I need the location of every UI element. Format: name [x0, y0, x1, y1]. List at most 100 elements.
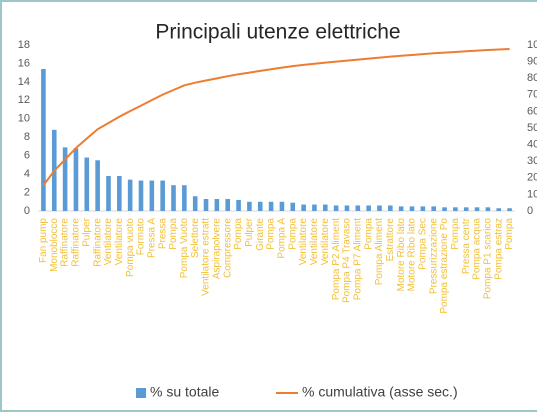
bar [398, 206, 404, 211]
bar [344, 205, 350, 211]
bar [485, 207, 491, 211]
x-tick-label: Pompa [287, 218, 298, 250]
bar [333, 205, 339, 211]
x-tick-label: Compressore [222, 218, 233, 278]
x-tick-label: Pompa P1 scarico [483, 218, 494, 300]
x-tick-label: Pompa [266, 218, 277, 250]
y2-tick-label: 60 [527, 105, 537, 117]
bar [388, 205, 393, 211]
bar [84, 157, 90, 211]
x-tick-label: Pompa Sec [417, 218, 428, 270]
y2-tick-label: 10 [527, 188, 537, 200]
y2-tick-label: 20 [527, 172, 537, 184]
x-tick-label: Motore Ribo lato [396, 218, 407, 292]
y-tick-label: 16 [18, 57, 30, 69]
y2-tick-label: 100 [527, 39, 537, 51]
x-tick-label: Estrattore [385, 218, 396, 262]
y-tick-label: 12 [18, 94, 30, 106]
x-tick-label: Pompa [363, 218, 374, 250]
bar [463, 207, 469, 211]
bar [312, 204, 317, 211]
bar [160, 180, 165, 211]
x-tick-label: Aspirapolvere [212, 218, 223, 280]
x-tick-label: Pressurizzazione [428, 218, 439, 295]
bar [192, 196, 198, 211]
bar [290, 202, 296, 211]
x-tick-label: Pompa [168, 218, 179, 250]
bar [182, 185, 187, 211]
x-tick-label: Pompa [504, 218, 515, 250]
bar [453, 207, 458, 211]
bar [41, 68, 46, 211]
bar [127, 179, 133, 211]
y-tick-label: 18 [18, 39, 30, 51]
x-tick-label: Pompa vuoto [125, 218, 136, 277]
bar [95, 160, 100, 211]
x-tick-label: Formato [136, 218, 147, 256]
bar [507, 208, 512, 211]
bar [138, 180, 144, 211]
y2-tick-label: 50 [527, 122, 537, 134]
bar [409, 206, 415, 211]
y2-tick-label: 30 [527, 155, 537, 167]
bar [355, 205, 361, 211]
x-tick-label: Pressa centr [461, 217, 472, 274]
x-tick-label: Fan pump [38, 218, 49, 263]
x-tick-label: Raffinatore [71, 218, 82, 267]
bar [279, 201, 285, 211]
x-tick-label: Pompa [450, 218, 461, 250]
bar [322, 204, 328, 211]
y2-tick-label: 90 [527, 56, 537, 68]
x-tick-label: Ventilatore [298, 218, 309, 266]
y-tick-label: 14 [18, 76, 30, 88]
bar [496, 208, 502, 211]
y-tick-label: 10 [18, 113, 30, 125]
y2-tick-label: 80 [527, 72, 537, 84]
x-tick-label: Pompa P2 Aliment [331, 218, 342, 300]
legend-swatch [136, 388, 146, 398]
x-tick-label: Pompa P7 Aliment [352, 218, 363, 300]
bar [247, 201, 252, 211]
x-tick-label: Ventilatore [309, 218, 320, 266]
bar [257, 201, 263, 211]
y-tick-label: 8 [24, 131, 30, 143]
x-tick-label: Girante [255, 218, 266, 251]
category-labels: Fan pump Monoblocco Raffinatore Raffinatore… [38, 217, 515, 313]
y2-tick-label: 0 [527, 205, 533, 217]
bar [366, 205, 371, 211]
bar [301, 204, 306, 211]
chart-title: Principali utenze elettriche [155, 21, 400, 44]
x-tick-label: Ventilatore estratt [201, 218, 212, 296]
y-tick-label: 2 [24, 186, 30, 198]
x-tick-label: Pompa estrazione Po [439, 218, 450, 314]
legend-label: % cumulativa (asse sec.) [302, 384, 458, 400]
bar [225, 199, 231, 211]
x-tick-label: Monoblocco [49, 218, 60, 272]
bar [474, 207, 480, 211]
bar [171, 185, 176, 211]
x-tick-label: Pulper [81, 217, 92, 247]
y2-tick-label: 70 [527, 89, 537, 101]
bar [149, 180, 155, 211]
bar [62, 147, 68, 211]
x-tick-label: Pompa acqua [472, 218, 483, 280]
x-tick-label: Pompa Vuoto [179, 218, 190, 279]
x-tick-label: Raffinatore [60, 218, 71, 267]
bar [117, 175, 122, 211]
x-tick-label: Pulper [244, 217, 255, 247]
y-tick-label: 6 [24, 150, 30, 162]
y-tick-label: 4 [24, 168, 30, 180]
bar [203, 199, 209, 211]
x-tick-label: Pompa [233, 218, 244, 250]
bar [73, 148, 79, 211]
x-tick-label: Ventilatore [320, 218, 331, 266]
bar [442, 207, 447, 211]
x-tick-label: Motore Ribo lato [407, 218, 418, 292]
legend-label: % su totale [150, 384, 219, 400]
cumulative-line [42, 48, 510, 186]
x-tick-label: Pressa A [146, 218, 157, 258]
x-tick-label: Pompa A [277, 218, 288, 259]
bar [420, 206, 426, 211]
